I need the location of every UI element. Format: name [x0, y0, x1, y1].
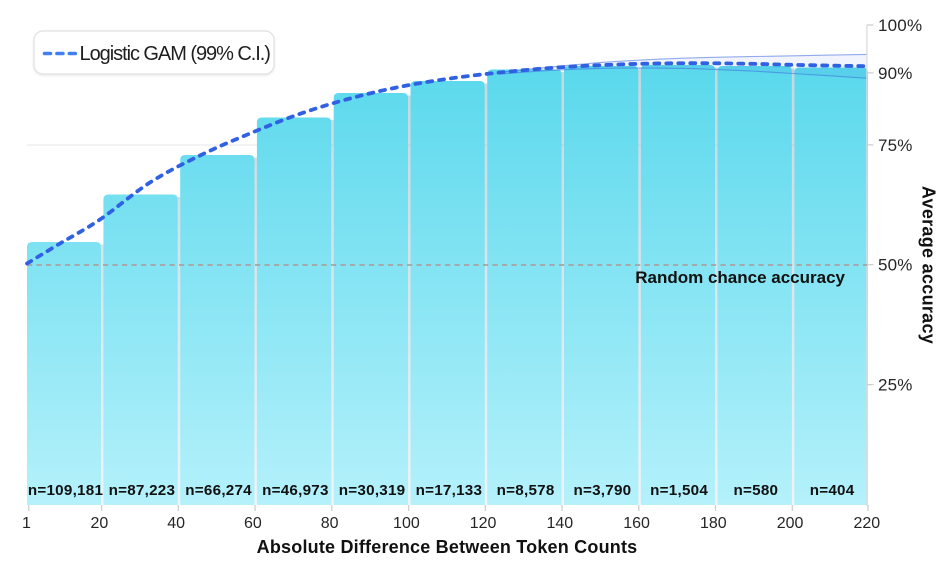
svg-text:100: 100 [393, 515, 420, 532]
svg-text:n=109,181: n=109,181 [28, 482, 104, 499]
svg-text:n=404: n=404 [810, 482, 855, 499]
svg-text:Logistic GAM (99% C.I.): Logistic GAM (99% C.I.) [80, 43, 271, 65]
svg-text:Random chance accuracy: Random chance accuracy [635, 268, 845, 287]
svg-text:75%: 75% [878, 136, 913, 155]
svg-text:n=66,274: n=66,274 [185, 482, 252, 499]
svg-text:200: 200 [777, 515, 804, 532]
svg-text:n=17,133: n=17,133 [416, 482, 483, 499]
svg-text:n=30,319: n=30,319 [339, 482, 406, 499]
svg-text:1: 1 [22, 515, 31, 532]
svg-text:220: 220 [853, 515, 880, 532]
svg-text:n=1,504: n=1,504 [650, 482, 708, 499]
svg-text:20: 20 [91, 515, 109, 532]
svg-text:n=3,790: n=3,790 [573, 482, 631, 499]
svg-text:90%: 90% [878, 64, 913, 83]
svg-text:80: 80 [321, 515, 339, 532]
svg-text:140: 140 [546, 515, 573, 532]
svg-text:100%: 100% [878, 16, 922, 35]
svg-text:180: 180 [700, 515, 727, 532]
svg-text:Average accuracy: Average accuracy [919, 186, 939, 344]
svg-text:n=580: n=580 [734, 482, 779, 499]
svg-text:40: 40 [167, 515, 185, 532]
svg-text:n=87,223: n=87,223 [109, 482, 176, 499]
svg-text:50%: 50% [878, 256, 913, 275]
svg-text:120: 120 [470, 515, 497, 532]
svg-text:n=8,578: n=8,578 [497, 482, 555, 499]
svg-text:25%: 25% [878, 376, 913, 395]
svg-text:n=46,973: n=46,973 [262, 482, 329, 499]
svg-text:Absolute Difference Between To: Absolute Difference Between Token Counts [257, 537, 638, 557]
svg-text:160: 160 [623, 515, 650, 532]
svg-text:60: 60 [244, 515, 262, 532]
